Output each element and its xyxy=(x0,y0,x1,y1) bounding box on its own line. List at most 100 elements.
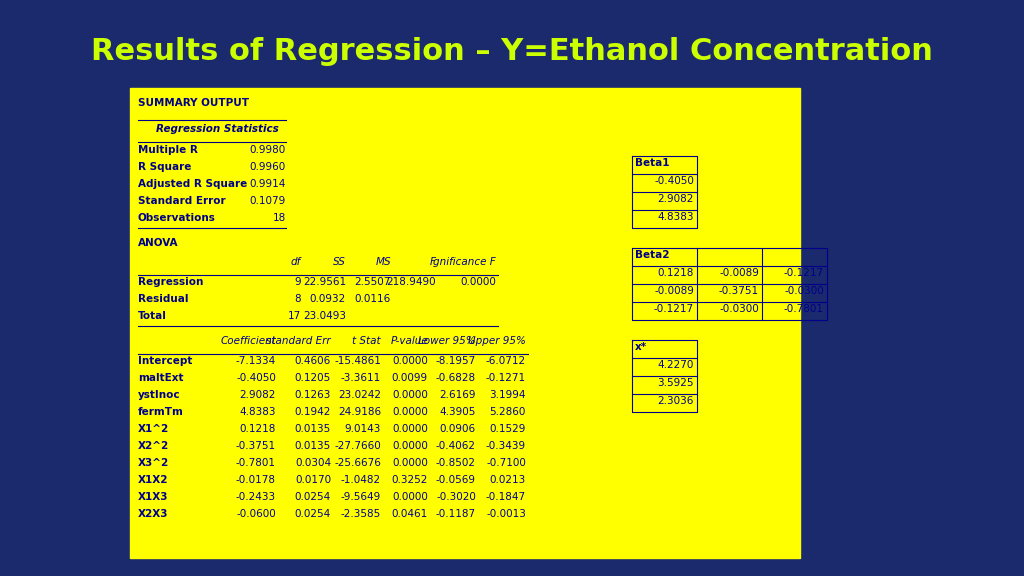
Text: -0.1217: -0.1217 xyxy=(784,268,824,278)
Text: 2.9082: 2.9082 xyxy=(240,390,276,400)
Text: gnificance F: gnificance F xyxy=(433,257,496,267)
Text: 0.1218: 0.1218 xyxy=(657,268,694,278)
Text: Beta1: Beta1 xyxy=(635,158,670,168)
Text: -0.4062: -0.4062 xyxy=(436,441,476,451)
Text: 0.1942: 0.1942 xyxy=(295,407,331,417)
Text: Lower 95%: Lower 95% xyxy=(419,336,476,346)
Text: Adjusted R Square: Adjusted R Square xyxy=(138,179,247,189)
Text: -1.0482: -1.0482 xyxy=(341,475,381,485)
Text: ANOVA: ANOVA xyxy=(138,238,178,248)
Text: 0.1218: 0.1218 xyxy=(240,424,276,434)
Text: Multiple R: Multiple R xyxy=(138,145,198,155)
Text: 4.8383: 4.8383 xyxy=(657,212,694,222)
Text: SS: SS xyxy=(333,257,346,267)
Text: 0.0170: 0.0170 xyxy=(295,475,331,485)
Text: 0.0000: 0.0000 xyxy=(392,424,428,434)
Text: 23.0493: 23.0493 xyxy=(303,311,346,321)
Text: Intercept: Intercept xyxy=(138,356,193,366)
Text: X2^2: X2^2 xyxy=(138,441,169,451)
Text: -0.3020: -0.3020 xyxy=(436,492,476,502)
Text: 17: 17 xyxy=(288,311,301,321)
Text: Total: Total xyxy=(138,311,167,321)
Text: F: F xyxy=(430,257,436,267)
Text: X1^2: X1^2 xyxy=(138,424,169,434)
Text: 3.5925: 3.5925 xyxy=(657,378,694,388)
Text: -27.7660: -27.7660 xyxy=(334,441,381,451)
Text: -7.1334: -7.1334 xyxy=(236,356,276,366)
Text: Regression Statistics: Regression Statistics xyxy=(156,124,279,134)
Text: 9: 9 xyxy=(294,277,301,287)
Text: 0.0135: 0.0135 xyxy=(295,441,331,451)
Text: 4.3905: 4.3905 xyxy=(439,407,476,417)
Text: 0.0000: 0.0000 xyxy=(392,390,428,400)
Text: 0.0000: 0.0000 xyxy=(392,492,428,502)
Text: -0.1217: -0.1217 xyxy=(654,304,694,314)
Text: -0.7100: -0.7100 xyxy=(486,458,526,468)
Text: 0.9960: 0.9960 xyxy=(250,162,286,172)
Text: Beta2: Beta2 xyxy=(635,250,670,260)
Text: x*: x* xyxy=(635,342,647,352)
Text: -0.0300: -0.0300 xyxy=(719,304,759,314)
Text: -0.6828: -0.6828 xyxy=(436,373,476,383)
Text: Residual: Residual xyxy=(138,294,188,304)
Text: -6.0712: -6.0712 xyxy=(485,356,526,366)
Text: 24.9186: 24.9186 xyxy=(338,407,381,417)
Text: -0.0089: -0.0089 xyxy=(654,286,694,296)
Text: -9.5649: -9.5649 xyxy=(341,492,381,502)
Text: -0.0089: -0.0089 xyxy=(719,268,759,278)
Text: Results of Regression – Y=Ethanol Concentration: Results of Regression – Y=Ethanol Concen… xyxy=(91,37,933,66)
Text: 0.9914: 0.9914 xyxy=(250,179,286,189)
Text: 0.0000: 0.0000 xyxy=(460,277,496,287)
Text: 18: 18 xyxy=(272,213,286,223)
Text: -0.3751: -0.3751 xyxy=(719,286,759,296)
Text: 0.9980: 0.9980 xyxy=(250,145,286,155)
Text: 4.2270: 4.2270 xyxy=(657,360,694,370)
Text: 2.9082: 2.9082 xyxy=(657,194,694,204)
Text: 0.1205: 0.1205 xyxy=(295,373,331,383)
Text: ystInoc: ystInoc xyxy=(138,390,180,400)
Text: 0.0213: 0.0213 xyxy=(489,475,526,485)
Text: Coefficient: Coefficient xyxy=(220,336,276,346)
Text: -0.0600: -0.0600 xyxy=(237,509,276,519)
Text: -0.0178: -0.0178 xyxy=(236,475,276,485)
Text: -0.0013: -0.0013 xyxy=(486,509,526,519)
Text: -8.1957: -8.1957 xyxy=(436,356,476,366)
Text: 0.3252: 0.3252 xyxy=(391,475,428,485)
Text: 0.0932: 0.0932 xyxy=(309,294,346,304)
Text: 0.0000: 0.0000 xyxy=(392,441,428,451)
Text: 0.0135: 0.0135 xyxy=(295,424,331,434)
Text: maltExt: maltExt xyxy=(138,373,183,383)
Text: 0.1263: 0.1263 xyxy=(295,390,331,400)
Text: X1X2: X1X2 xyxy=(138,475,169,485)
Text: 23.0242: 23.0242 xyxy=(338,390,381,400)
Text: R Square: R Square xyxy=(138,162,191,172)
Text: SUMMARY OUTPUT: SUMMARY OUTPUT xyxy=(138,98,249,108)
Text: X1X3: X1X3 xyxy=(138,492,169,502)
Text: 2.6169: 2.6169 xyxy=(439,390,476,400)
Text: 0.0099: 0.0099 xyxy=(392,373,428,383)
Text: -0.4050: -0.4050 xyxy=(654,176,694,186)
Text: -15.4861: -15.4861 xyxy=(334,356,381,366)
Text: -0.3439: -0.3439 xyxy=(485,441,526,451)
Text: 0.0254: 0.0254 xyxy=(295,492,331,502)
Text: -0.3751: -0.3751 xyxy=(236,441,276,451)
Text: t Stat: t Stat xyxy=(352,336,381,346)
Text: 22.9561: 22.9561 xyxy=(303,277,346,287)
Text: -0.1271: -0.1271 xyxy=(485,373,526,383)
Text: -0.0300: -0.0300 xyxy=(784,286,824,296)
Text: 0.0906: 0.0906 xyxy=(440,424,476,434)
Text: -0.4050: -0.4050 xyxy=(237,373,276,383)
Text: standard Err: standard Err xyxy=(266,336,331,346)
Text: 0.0116: 0.0116 xyxy=(354,294,391,304)
Text: -0.1847: -0.1847 xyxy=(485,492,526,502)
Text: 4.8383: 4.8383 xyxy=(240,407,276,417)
Text: -0.1187: -0.1187 xyxy=(436,509,476,519)
Text: fermTm: fermTm xyxy=(138,407,184,417)
Text: Upper 95%: Upper 95% xyxy=(468,336,526,346)
Text: X2X3: X2X3 xyxy=(138,509,169,519)
Text: Observations: Observations xyxy=(138,213,216,223)
Text: Regression: Regression xyxy=(138,277,204,287)
Text: 5.2860: 5.2860 xyxy=(489,407,526,417)
Text: -25.6676: -25.6676 xyxy=(334,458,381,468)
Text: 0.0000: 0.0000 xyxy=(392,356,428,366)
